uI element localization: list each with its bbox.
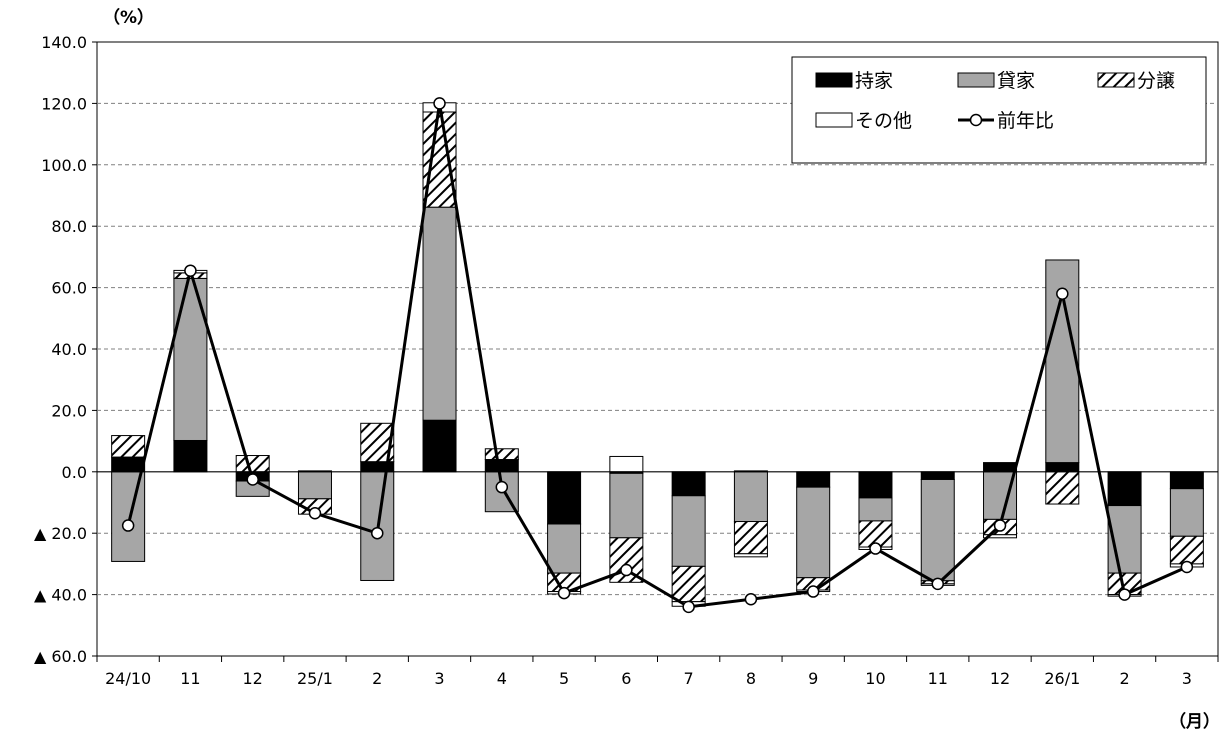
x-tick-label: 2 [372, 669, 382, 688]
point-前年比-9 [806, 585, 820, 598]
bar-持家-24/10 [111, 456, 146, 473]
bar-貸家-11 [920, 478, 955, 582]
bar-貸家-25/1 [297, 471, 332, 500]
bar-貸家-11 [173, 277, 208, 441]
legend-swatch-その他 [815, 112, 853, 128]
bar-分譲-7 [671, 565, 706, 603]
point-前年比-6 [620, 563, 633, 577]
bar-その他-6 [609, 455, 644, 473]
x-tick-label: 11 [928, 669, 948, 688]
x-tick-label: 3 [434, 669, 444, 688]
x-tick-label: 8 [746, 669, 756, 688]
point-前年比-3 [1180, 560, 1194, 574]
point-前年比-24/10 [121, 519, 135, 532]
point-前年比-11 [184, 264, 197, 277]
bar-持家-7 [671, 471, 706, 497]
bar-持家-5 [547, 471, 582, 525]
x-tick-label: 12 [990, 669, 1010, 688]
x-tick-label: 11 [180, 669, 200, 688]
bar-持家-11 [920, 471, 955, 480]
bar-貸家-6 [609, 472, 644, 539]
point-前年比-2 [1118, 588, 1131, 601]
bar-貸家-8 [733, 471, 768, 523]
legend-label-持家: 持家 [855, 70, 893, 92]
bar-その他-12 [983, 534, 1018, 539]
legend-label-前年比: 前年比 [997, 110, 1054, 132]
bar-貸家-10 [858, 497, 893, 522]
x-tick-label: 3 [1182, 669, 1192, 688]
bar-貸家-24/10 [111, 471, 146, 562]
bar-貸家-3 [422, 206, 457, 421]
y-tick-label: 20.0 [51, 401, 87, 420]
y-tick-label: ▲ 40.0 [34, 586, 87, 605]
bar-貸家-7 [671, 495, 706, 567]
point-前年比-4 [495, 480, 509, 494]
y-tick-label: 0.0 [62, 463, 87, 482]
bar-持家-26/1 [1045, 462, 1080, 473]
bar-持家-3 [422, 419, 457, 473]
bar-持家-4 [484, 459, 519, 473]
point-前年比-11 [931, 577, 944, 591]
x-tick-label: 24/10 [105, 669, 151, 688]
legend-label-その他: その他 [855, 110, 912, 132]
bar-分譲-24/10 [111, 435, 146, 458]
point-前年比-10 [869, 542, 882, 555]
legend-swatch-貸家 [957, 72, 995, 88]
x-tick-label: 6 [621, 669, 631, 688]
bar-分譲-26/1 [1045, 471, 1080, 505]
y-tick-label: 80.0 [51, 217, 87, 236]
y-tick-label: 40.0 [51, 340, 87, 359]
x-tick-label: 26/1 [1044, 669, 1080, 688]
x-tick-label: 4 [497, 669, 507, 688]
legend-marker-前年比 [969, 113, 983, 127]
bar-貸家-5 [547, 523, 582, 574]
point-前年比-3 [433, 97, 446, 110]
point-前年比-2 [371, 526, 384, 540]
bar-持家-9 [796, 471, 831, 488]
legend-swatch-分譲 [1097, 72, 1135, 88]
line-前年比 [126, 103, 1188, 609]
x-tick-label: 5 [559, 669, 569, 688]
bar-持家-10 [858, 471, 893, 499]
bar-分譲-3 [1169, 535, 1204, 565]
y-unit-label: （%） [103, 7, 154, 28]
y-tick-label: 60.0 [51, 279, 87, 298]
x-tick-label: 7 [684, 669, 694, 688]
bar-その他-8 [733, 553, 768, 558]
bar-分譲-12 [235, 455, 270, 473]
bar-持家-2 [1107, 471, 1142, 507]
x-tick-label: 25/1 [297, 669, 333, 688]
y-tick-label: 120.0 [41, 94, 87, 113]
x-tick-label: 12 [243, 669, 263, 688]
bar-貸家-9 [796, 486, 831, 579]
legend-label-貸家: 貸家 [997, 70, 1035, 92]
legend-box [791, 56, 1207, 164]
bar-持家-11 [173, 439, 208, 473]
point-前年比-5 [557, 586, 571, 600]
y-tick-label: 100.0 [41, 156, 87, 175]
bar-貸家-3 [1169, 488, 1204, 537]
x-tick-label: 2 [1119, 669, 1129, 688]
x-tick-label: 9 [808, 669, 818, 688]
x-tick-label: 10 [865, 669, 885, 688]
y-tick-label: ▲ 60.0 [34, 647, 87, 666]
bar-分譲-8 [733, 521, 768, 555]
bar-分譲-4 [484, 448, 519, 461]
point-前年比-8 [744, 592, 758, 606]
point-前年比-26/1 [1056, 287, 1069, 300]
legend-swatch-持家 [815, 72, 853, 88]
x-unit-label: （月） [1169, 711, 1220, 732]
bar-持家-12 [983, 462, 1018, 473]
point-前年比-7 [682, 600, 695, 614]
bar-持家-3 [1169, 471, 1204, 490]
point-前年比-12 [993, 519, 1007, 532]
y-tick-label: 140.0 [41, 33, 87, 52]
point-前年比-25/1 [308, 506, 322, 520]
y-tick-label: ▲ 20.0 [34, 524, 87, 543]
legend-label-分譲: 分譲 [1137, 70, 1175, 92]
point-前年比-12 [246, 473, 259, 486]
